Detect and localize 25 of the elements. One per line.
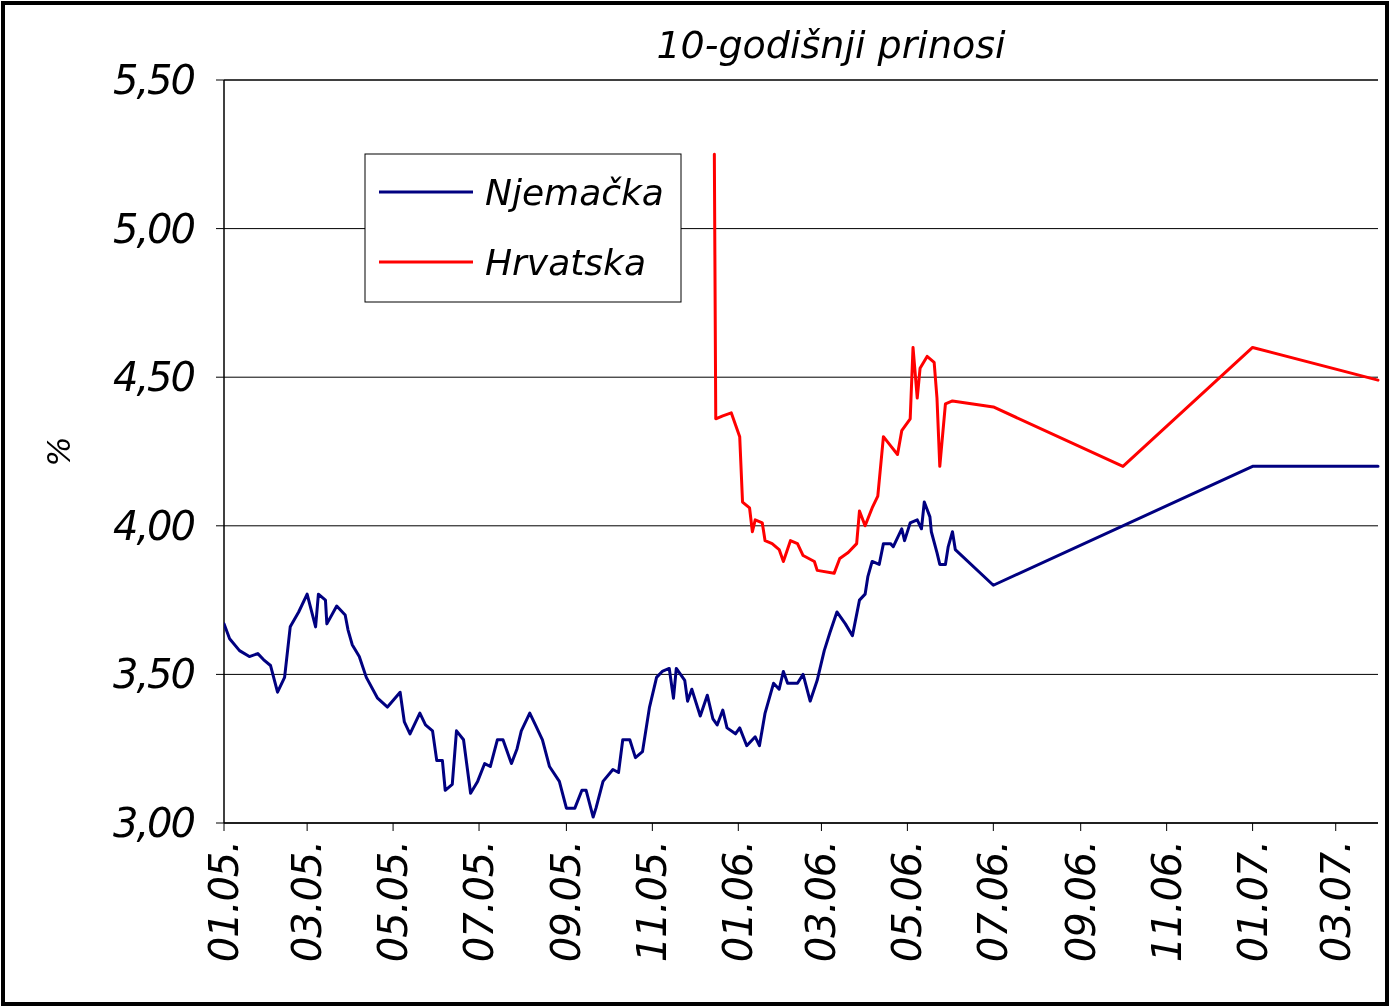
x-tick-label: 05.06.: [884, 841, 931, 963]
x-tick-label: 11.05.: [629, 841, 676, 963]
line-series: [712, 152, 1380, 575]
x-tick-label: 01.07.: [1229, 841, 1276, 963]
x-tick-label: 09.06.: [1057, 841, 1104, 963]
x-tick-label: 03.07.: [1312, 841, 1359, 963]
x-tick-label: 01.05.: [201, 841, 247, 963]
x-tick-label: 09.05.: [543, 841, 590, 963]
y-tick-label: 3,00: [112, 800, 195, 846]
y-tick-label: 3,50: [112, 651, 195, 698]
x-tick-label: 05.05.: [370, 841, 417, 963]
y-tick-label: 5,00: [112, 205, 195, 252]
x-tick-label: 07.05.: [456, 841, 503, 963]
x-tick-label: 03.06.: [798, 841, 845, 963]
x-tick-label: 07.06.: [970, 841, 1017, 963]
y-tick-label: 5,50: [112, 57, 195, 103]
y-tick-label: 4,50: [112, 354, 195, 401]
legend-label: Hrvatska: [485, 241, 647, 283]
x-tick-label: 11.06.: [1143, 841, 1190, 963]
legend-label: Njemačka: [485, 171, 664, 213]
y-axis-title: %: [40, 436, 78, 467]
x-tick-label: 03.05.: [284, 841, 331, 963]
y-tick-label: 4,00: [112, 502, 195, 549]
x-tick-label: 01.06.: [715, 841, 762, 963]
chart-title: 10-godišnji prinosi: [656, 23, 1007, 67]
